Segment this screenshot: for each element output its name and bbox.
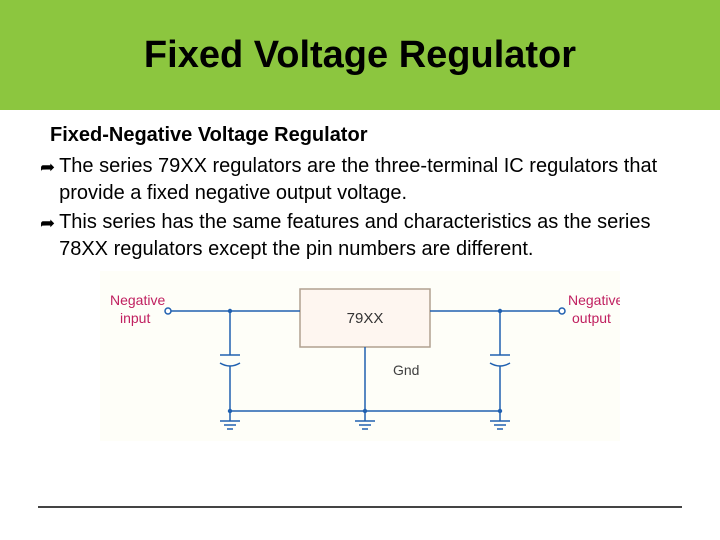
slide-header: Fixed Voltage Regulator	[0, 0, 720, 110]
diagram-container: 79XX Gnd Negative input Negative output	[40, 271, 680, 441]
bullet-icon: ➦	[40, 155, 55, 179]
svg-text:Negative: Negative	[110, 292, 165, 308]
bullet-item: ➦ The series 79XX regulators are the thr…	[40, 153, 680, 207]
bullet-icon: ➦	[40, 211, 55, 235]
slide-title: Fixed Voltage Regulator	[144, 34, 576, 77]
regulator-schematic: 79XX Gnd Negative input Negative output	[100, 271, 620, 441]
bullet-text: The series 79XX regulators are the three…	[59, 153, 680, 207]
bullet-item: ➦ This series has the same features and …	[40, 209, 680, 263]
svg-text:Gnd: Gnd	[393, 362, 419, 378]
content-subtitle: Fixed-Negative Voltage Regulator	[40, 124, 680, 147]
svg-text:input: input	[120, 310, 150, 326]
slide-content: Fixed-Negative Voltage Regulator ➦ The s…	[0, 110, 720, 451]
bullet-text: This series has the same features and ch…	[59, 209, 680, 263]
svg-text:Negative: Negative	[568, 292, 620, 308]
svg-text:output: output	[572, 310, 611, 326]
footer-divider	[38, 506, 682, 508]
svg-text:79XX: 79XX	[347, 310, 384, 327]
